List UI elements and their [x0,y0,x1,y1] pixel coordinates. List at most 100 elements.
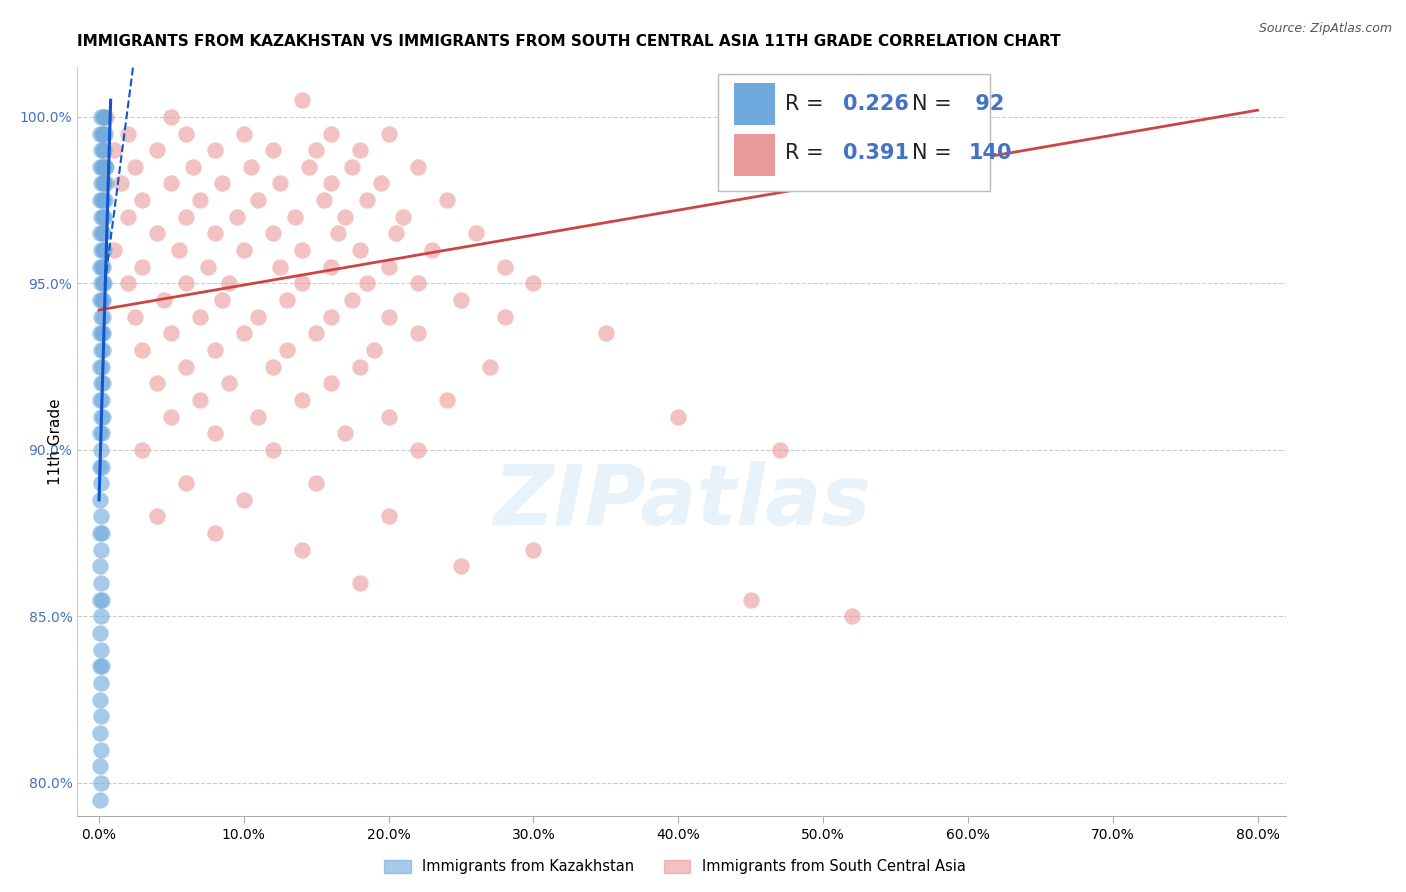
Point [89,659,111,673]
Point [91,343,114,357]
Point [349,243,371,257]
Point [93,177,115,191]
Point [89,526,111,541]
Point [89,592,111,607]
Point [90,143,112,157]
Point [319,376,342,391]
Y-axis label: 11th Grade: 11th Grade [48,398,63,485]
Point [89,160,111,174]
Point [190,392,212,407]
Point [406,160,429,174]
Point [91,193,114,207]
Point [90,642,112,657]
Point [262,143,284,157]
Point [94,160,117,174]
Point [262,227,284,241]
Point [91,243,114,257]
Point [110,177,132,191]
Point [247,310,270,324]
Point [89,359,111,374]
Point [89,492,111,507]
Point [349,143,371,157]
Legend: Immigrants from Kazakhstan, Immigrants from South Central Asia: Immigrants from Kazakhstan, Immigrants f… [378,854,972,880]
Text: Source: ZipAtlas.com: Source: ZipAtlas.com [1258,22,1392,36]
Point [89,559,111,574]
Point [262,442,284,457]
Text: ZIPatlas: ZIPatlas [494,461,870,542]
Point [298,160,321,174]
Point [436,392,458,407]
Text: N =: N = [911,143,957,163]
Point [91,210,114,224]
Point [124,310,146,324]
Point [319,127,342,141]
Point [436,193,458,207]
Text: 0.226: 0.226 [842,94,908,113]
Point [377,127,399,141]
Point [283,210,305,224]
Point [124,160,146,174]
Point [91,177,114,191]
Point [90,110,112,124]
Point [204,426,226,441]
Point [335,426,357,441]
FancyBboxPatch shape [734,83,775,125]
Point [90,576,112,591]
Point [312,193,335,207]
Point [174,476,197,491]
Point [131,193,153,207]
Point [666,409,689,424]
Point [319,177,342,191]
Point [94,177,117,191]
Point [211,293,233,307]
Point [335,210,357,224]
Point [420,243,443,257]
Text: IMMIGRANTS FROM KAZAKHSTAN VS IMMIGRANTS FROM SOUTH CENTRAL ASIA 11TH GRADE CORR: IMMIGRANTS FROM KAZAKHSTAN VS IMMIGRANTS… [77,34,1062,49]
Point [326,227,349,241]
Point [377,310,399,324]
Point [91,143,114,157]
Point [146,509,169,524]
Point [450,559,472,574]
Text: N =: N = [911,94,957,113]
Point [356,277,378,291]
Point [305,326,328,341]
Point [841,609,863,624]
Point [174,127,197,141]
Point [90,409,112,424]
Point [146,143,169,157]
Point [262,359,284,374]
Point [89,426,111,441]
Point [90,177,112,191]
Point [146,227,169,241]
Point [204,227,226,241]
Point [218,376,240,391]
Point [91,526,114,541]
Point [167,243,190,257]
Point [232,127,254,141]
Point [291,542,314,557]
Point [91,426,114,441]
Point [342,293,364,307]
Point [174,210,197,224]
Point [291,392,314,407]
Point [464,227,486,241]
Point [90,343,112,357]
Point [89,326,111,341]
Point [91,260,114,274]
Point [319,310,342,324]
Point [90,277,112,291]
FancyBboxPatch shape [734,134,775,176]
Text: 140: 140 [969,143,1012,163]
Point [93,110,115,124]
Point [190,310,212,324]
Point [450,293,472,307]
Point [93,243,115,257]
Point [385,227,408,241]
Point [90,776,112,790]
Point [90,742,112,756]
Point [370,177,392,191]
FancyBboxPatch shape [718,74,990,191]
Point [89,260,111,274]
Point [392,210,415,224]
